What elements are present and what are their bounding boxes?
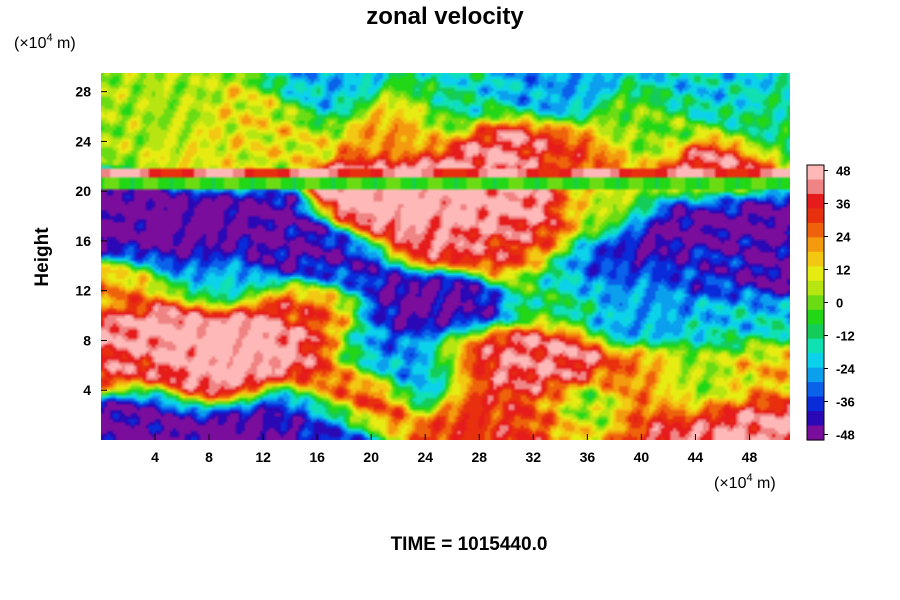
x-tick-label: 20 (363, 449, 379, 465)
colorbar-band (807, 179, 824, 195)
y-tick-label: 8 (83, 332, 91, 348)
colorbar-band (807, 251, 824, 267)
x-tick-label: 8 (205, 449, 213, 465)
colorbar-ticks: 48 36 24 12 0 -12 -24 -36 -48 (824, 164, 856, 443)
y-tick-label: 16 (75, 233, 91, 249)
colorbar-tick-label: -24 (836, 362, 856, 377)
colorbar-band (807, 266, 824, 282)
colorbar-tick-label: -36 (836, 395, 855, 410)
x-tick-label: 44 (688, 449, 704, 465)
x-tick-label: 4 (151, 449, 159, 465)
time-label: TIME = 1015440.0 (391, 534, 548, 555)
colorbar-band (807, 165, 824, 181)
y-tick-label: 24 (75, 133, 91, 149)
x-tick-label: 28 (471, 449, 487, 465)
colorbar-band (807, 324, 824, 340)
x-tick-label: 12 (255, 449, 271, 465)
colorbar-tick-label: 48 (836, 164, 850, 179)
x-tick-label: 24 (417, 449, 433, 465)
colorbar-band (807, 396, 824, 412)
colorbar-band (807, 222, 824, 238)
heatmap-field (101, 73, 790, 440)
colorbar-tick-label: 36 (836, 197, 850, 212)
colorbar-band (807, 338, 824, 354)
x-axis-unit: (×104 m) (714, 472, 776, 492)
x-tick-label: 16 (309, 449, 325, 465)
colorbar-band (807, 309, 824, 325)
colorbar-tick-label: -48 (836, 428, 855, 443)
x-tick-label: 32 (526, 449, 542, 465)
y-tick-label: 12 (75, 283, 91, 299)
colorbar-band (807, 425, 824, 441)
colorbar-band (807, 382, 824, 398)
colorbar-tick-label: 12 (836, 263, 850, 278)
colorbar-tick-label: -12 (836, 329, 855, 344)
colorbar-band (807, 208, 824, 224)
colorbar-tick-label: 0 (836, 296, 843, 311)
y-tick-label: 28 (75, 84, 91, 100)
colorbar (806, 164, 825, 441)
heatmap-plot-area (101, 73, 790, 440)
y-axis: 4 8 12 16 20 24 28 (75, 84, 107, 398)
colorbar-tick-label: 24 (836, 230, 851, 245)
y-tick-label: 4 (83, 382, 91, 398)
colorbar-band (807, 411, 824, 427)
x-axis: 4 8 12 16 20 24 28 32 36 40 44 48 (151, 434, 757, 465)
x-tick-label: 48 (742, 449, 758, 465)
chart-title: zonal velocity (366, 3, 524, 30)
colorbar-band (807, 193, 824, 210)
colorbar-band (807, 353, 824, 369)
x-tick-label: 40 (634, 449, 650, 465)
colorbar-band (807, 295, 824, 311)
y-tick-label: 20 (75, 183, 91, 199)
x-tick-label: 36 (580, 449, 596, 465)
colorbar-band (807, 237, 824, 253)
y-axis-unit: (×104 m) (14, 32, 76, 52)
colorbar-band (807, 280, 824, 296)
colorbar-band (807, 367, 824, 383)
y-axis-label: Height (32, 227, 53, 287)
